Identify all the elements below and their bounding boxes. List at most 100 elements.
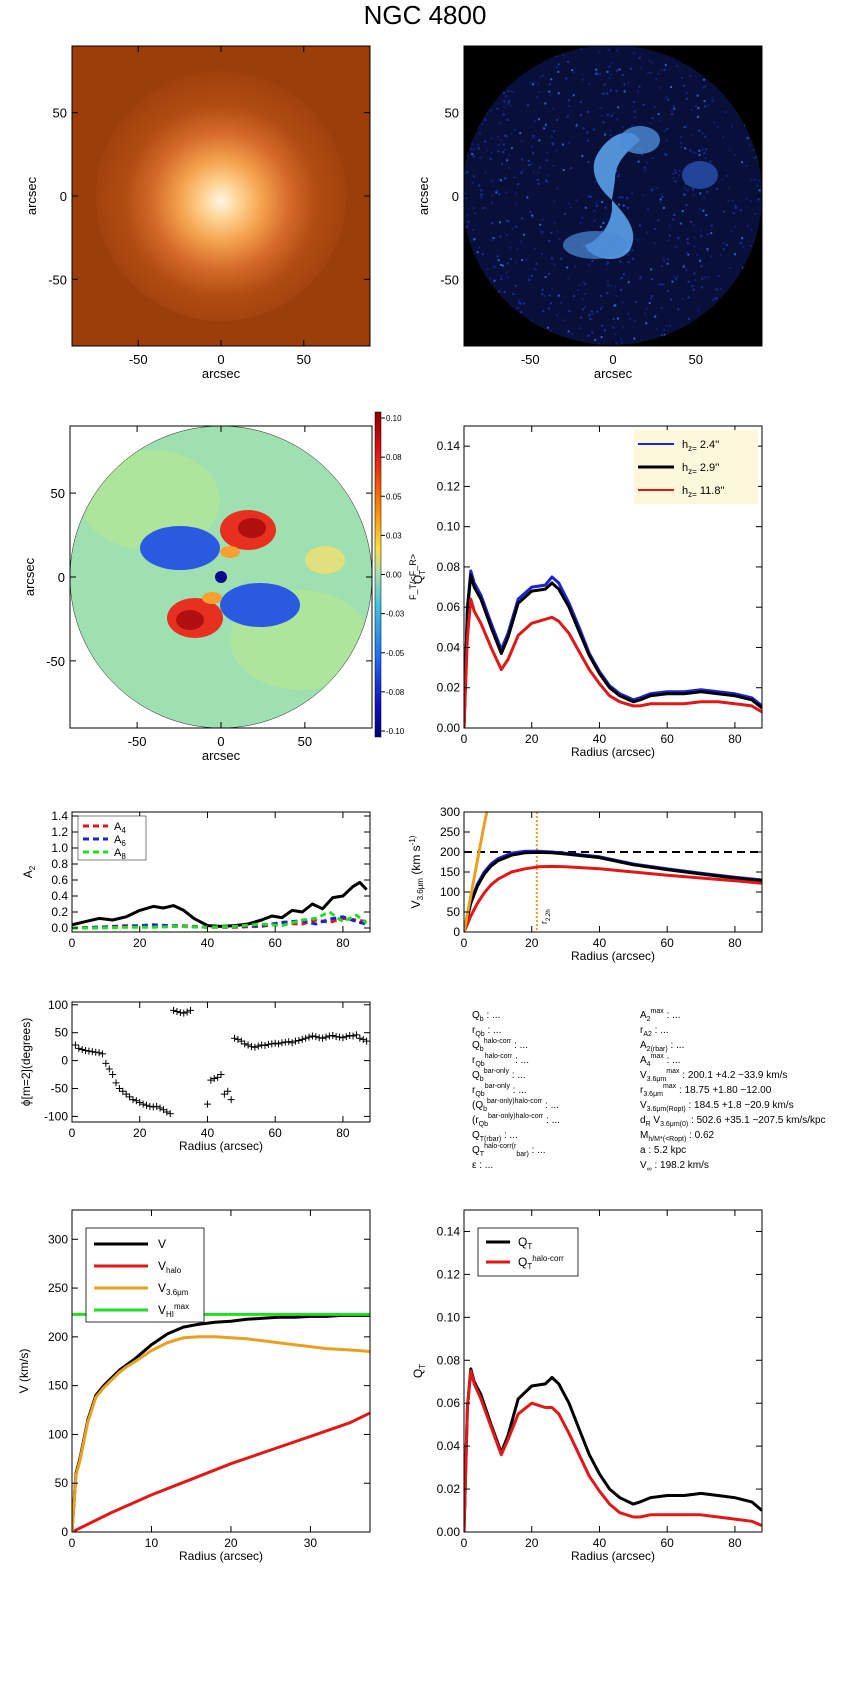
x-tick-label: 60 — [661, 1536, 675, 1550]
x-tick-label: 40 — [201, 936, 215, 950]
data-point — [288, 1039, 296, 1047]
y-tick-label: 1.4 — [51, 809, 68, 823]
y-tick-label: 0.06 — [437, 1396, 461, 1410]
param-right-line: a : 5.2 kpc — [640, 1145, 686, 1156]
x-tick-label: 30 — [304, 1536, 318, 1550]
data-point — [105, 1065, 113, 1073]
data-point — [244, 1041, 252, 1049]
x-axis-label: Radius (arcsec) — [571, 949, 655, 963]
data-point — [258, 1041, 266, 1049]
y-tick-label: 0.06 — [437, 600, 461, 614]
colorbar-tick-label: -0.10 — [386, 727, 405, 736]
data-point — [187, 1006, 195, 1014]
data-point — [183, 1008, 191, 1016]
series-line-red — [464, 597, 762, 728]
x-tick-label: 60 — [269, 936, 283, 950]
series-line-orange — [464, 812, 489, 932]
panel-rotation-curve: 0 20 40 60 80 0 50 100 150 200 250 300 Radius (arcse… — [408, 805, 763, 963]
data-point — [102, 1059, 110, 1067]
series-line-black — [464, 573, 762, 728]
x-tick-label: 80 — [728, 732, 742, 746]
data-point — [210, 1074, 218, 1082]
x-axis-label: arcsec — [202, 748, 241, 763]
data-point — [319, 1034, 327, 1042]
data-point — [325, 1032, 333, 1040]
data-point — [224, 1087, 232, 1095]
data-point — [349, 1032, 357, 1040]
y-tick-label: 0.0 — [51, 921, 68, 935]
series-line-blue — [464, 569, 762, 728]
x-tick-label: 80 — [336, 1126, 350, 1140]
y-tick-label: 1.0 — [51, 841, 68, 855]
data-point — [72, 1041, 79, 1049]
y-tick-label: 0.04 — [437, 640, 461, 654]
y-tick-label: -50 — [440, 272, 459, 287]
y-tick-label: 0 — [61, 1054, 68, 1068]
y-tick-label: 0.2 — [51, 905, 68, 919]
panel-fourier-amplitudes: 0204060800.00.20.40.60.81.01.21.4A2​A4​A… — [21, 809, 371, 950]
data-point — [139, 1100, 147, 1108]
x-tick-label: 0 — [461, 936, 468, 950]
data-point — [315, 1034, 323, 1042]
y-tick-label: 50 — [53, 106, 67, 121]
data-point — [312, 1033, 320, 1041]
y-tick-label: 50 — [55, 1026, 69, 1040]
data-point — [112, 1079, 120, 1087]
y-tick-label: 0 — [453, 925, 460, 939]
x-tick-label: 60 — [661, 732, 675, 746]
legend-label: hz=​ 2.9'' — [682, 462, 719, 476]
colorbar-tick-label: -0.03 — [386, 610, 405, 619]
legend-label: V — [158, 1237, 166, 1251]
y-tick-label: 100 — [440, 885, 460, 899]
data-point — [234, 1035, 242, 1043]
series-line-red — [464, 864, 762, 932]
y-tick-label: 0.4 — [51, 889, 68, 903]
x-tick-label: 0 — [461, 732, 468, 746]
x-tick-label: 0 — [69, 1126, 76, 1140]
data-point — [75, 1044, 83, 1052]
y-tick-label: 0.02 — [437, 1482, 461, 1496]
y-tick-label: 150 — [48, 1379, 68, 1393]
legend-label: A8​ — [114, 847, 126, 861]
panel-qt-profiles: 0 20 40 60 80 0.00 0.02 0.04 0.06 0.08 0.10 0.12 0.1… — [411, 425, 763, 759]
param-left-line: Qb​halo-corr​ : ... — [472, 1038, 528, 1053]
param-left-line: ε : ... — [472, 1160, 493, 1171]
data-point — [109, 1071, 117, 1079]
y-tick-label: 0.12 — [437, 1267, 461, 1281]
data-point — [322, 1033, 330, 1041]
legend-label: QT​halo-corr​ — [518, 1254, 564, 1271]
series-line-red — [72, 1411, 370, 1532]
y-tick-label: 1.2 — [51, 825, 68, 839]
panel-qt-halo-corr: 0 20 40 60 80 0.00 0.02 0.04 0.06 0.08 0.10 0.12 0.1… — [411, 1209, 763, 1563]
data-point — [346, 1031, 354, 1039]
vline-label: r2.2h​ — [539, 909, 552, 924]
parameters-block: Qb​ : ...rQb​ : ...Qb​halo-corr​ : ...rQ… — [472, 1008, 826, 1173]
x-tick-label: 40 — [201, 1126, 215, 1140]
colorbar-tick-label: 0.00 — [386, 571, 402, 580]
data-point — [173, 1007, 181, 1015]
y-tick-label: -50 — [51, 1082, 69, 1096]
legend-box — [477, 1227, 579, 1277]
param-right-line: Mh/M​*(<R​opt)​ : 0.62 — [640, 1130, 715, 1143]
x-axis-label: Radius (arcsec) — [179, 1549, 263, 1563]
y-tick-label: -50 — [46, 654, 65, 669]
data-point — [298, 1035, 306, 1043]
panel-residual-image: -50 0 50 -50 0 50 arcsec arcsec — [416, 45, 763, 381]
y-axis-label: QT​ — [411, 570, 427, 584]
x-tick-label: 0 — [69, 936, 76, 950]
y-tick-label: 200 — [440, 845, 460, 859]
y-tick-label: -50 — [48, 272, 67, 287]
param-right-line: A4​max​ : ... — [640, 1053, 680, 1068]
data-point — [149, 1103, 157, 1111]
y-axis-label: V3.6μm​ (km s-1)​ — [408, 835, 425, 908]
plot-area — [464, 569, 762, 728]
legend-label: hz=​ 2.4'' — [682, 439, 719, 453]
y-tick-label: 250 — [48, 1281, 68, 1295]
x-tick-label: 50 — [689, 352, 703, 367]
x-tick-label: 10 — [145, 1536, 159, 1550]
y-tick-label: 300 — [48, 1232, 68, 1246]
x-tick-label: 0 — [217, 352, 224, 367]
param-left-line: QT​halo-corr(r​bar)​ : ... — [472, 1143, 545, 1158]
legend-label: VHI​max​ — [158, 1302, 189, 1319]
